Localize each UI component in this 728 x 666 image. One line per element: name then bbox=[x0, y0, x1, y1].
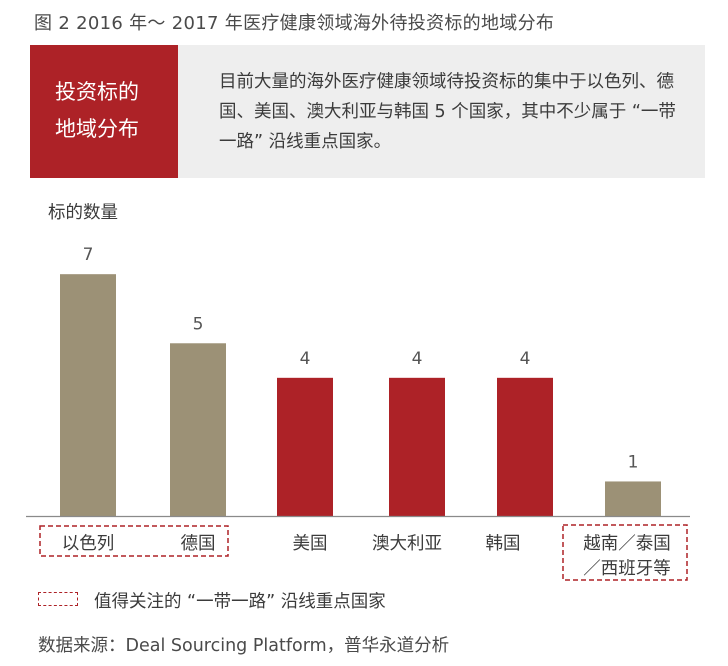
bar-5 bbox=[605, 481, 661, 516]
y-axis-label: 标的数量 bbox=[48, 203, 118, 223]
banner-label-line-1: 投资标的 bbox=[55, 80, 139, 104]
bar-0 bbox=[60, 274, 116, 516]
legend-dashed-swatch bbox=[38, 592, 78, 606]
legend-text: 值得关注的 “一带一路” 沿线重点国家 bbox=[94, 592, 386, 612]
bar-4 bbox=[497, 377, 553, 516]
banner-label-box: 投资标的 地域分布 bbox=[30, 45, 178, 178]
category-label-0: 以色列 bbox=[62, 534, 115, 554]
value-label-4: 4 bbox=[520, 349, 531, 369]
bar-2 bbox=[277, 377, 333, 516]
highlight-box-1 bbox=[562, 524, 688, 581]
value-label-3: 4 bbox=[412, 349, 423, 369]
figure-title: 图 2 2016 年～ 2017 年医疗健康领域海外待投资标的地域分布 bbox=[34, 13, 555, 34]
summary-banner: 投资标的 地域分布 目前大量的海外医疗健康领域待投资标的集中于以色列、德国、美国… bbox=[30, 45, 705, 178]
banner-label-line-2: 地域分布 bbox=[55, 117, 139, 141]
category-label-1: 德国 bbox=[181, 534, 216, 554]
highlight-box-0 bbox=[39, 525, 229, 557]
value-label-1: 5 bbox=[193, 314, 204, 334]
category-label-2: 美国 bbox=[293, 534, 328, 554]
category-label-3: 澳大利亚 bbox=[372, 534, 442, 554]
value-label-5: 1 bbox=[628, 452, 639, 472]
category-label-5: 越南／泰国／西班牙等 bbox=[583, 534, 671, 579]
bar-3 bbox=[389, 377, 445, 516]
bar-1 bbox=[170, 343, 226, 516]
source-note: 数据来源：Deal Sourcing Platform，普华永道分析 bbox=[38, 636, 450, 656]
category-label-4: 韩国 bbox=[486, 534, 521, 554]
value-label-2: 4 bbox=[300, 349, 311, 369]
value-label-0: 7 bbox=[83, 245, 94, 265]
banner-text: 目前大量的海外医疗健康领域待投资标的集中于以色列、德国、美国、澳大利亚与韩国 5… bbox=[219, 72, 676, 152]
